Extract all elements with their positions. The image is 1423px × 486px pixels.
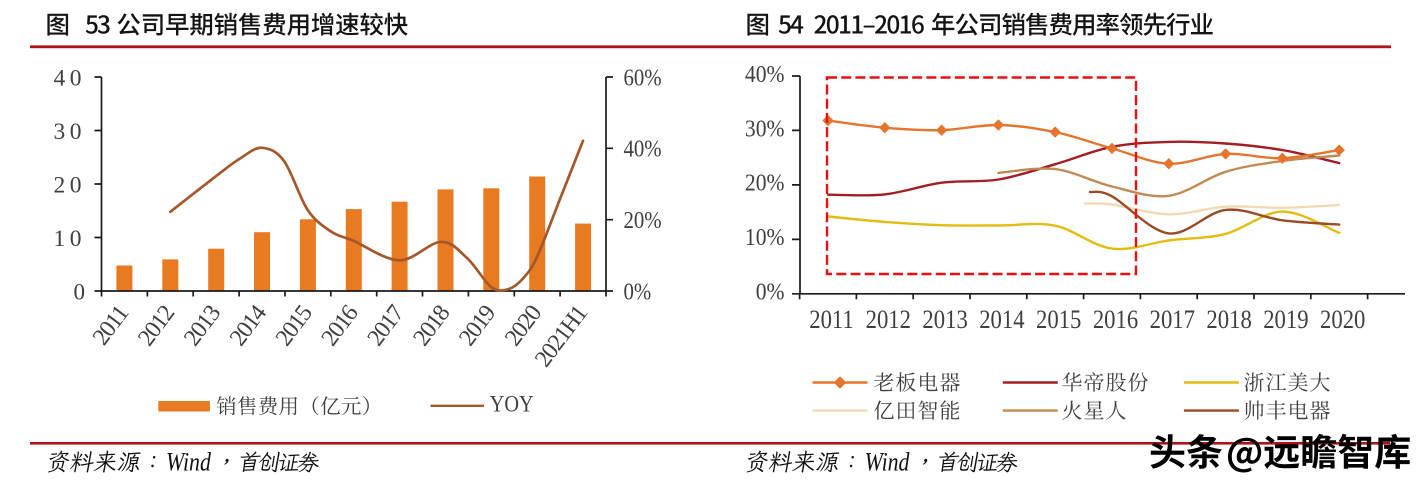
- svg-text:0%: 0%: [756, 279, 785, 305]
- svg-text:40%: 40%: [745, 61, 785, 87]
- svg-text:Wind: Wind: [166, 449, 212, 477]
- svg-text:2012: 2012: [133, 301, 180, 351]
- svg-text:2019: 2019: [1263, 306, 1308, 335]
- svg-text:30%: 30%: [745, 115, 785, 141]
- svg-text:10: 10: [54, 226, 87, 252]
- svg-text:40%: 40%: [624, 135, 662, 162]
- svg-text:2016: 2016: [1093, 306, 1138, 335]
- svg-text:2018: 2018: [1206, 306, 1251, 335]
- svg-text:2021H1: 2021H1: [530, 301, 592, 372]
- svg-text:2020: 2020: [1320, 306, 1365, 335]
- svg-text:2013: 2013: [179, 300, 226, 351]
- svg-text:60%: 60%: [624, 64, 662, 91]
- svg-text:20%: 20%: [745, 170, 785, 196]
- svg-text:30: 30: [54, 119, 87, 145]
- svg-text:YOY: YOY: [490, 391, 534, 416]
- svg-text:0%: 0%: [624, 278, 652, 305]
- svg-text:20%: 20%: [624, 206, 662, 233]
- svg-text:Wind: Wind: [865, 449, 911, 477]
- svg-text:2014: 2014: [979, 306, 1024, 335]
- svg-text:10%: 10%: [745, 224, 785, 250]
- svg-text:2017: 2017: [363, 300, 410, 351]
- svg-text:20: 20: [54, 173, 87, 199]
- svg-text:2011: 2011: [88, 301, 134, 350]
- svg-text:2017: 2017: [1150, 306, 1195, 335]
- svg-text:2015: 2015: [271, 300, 318, 351]
- svg-text:2012: 2012: [866, 306, 911, 335]
- svg-text:2011: 2011: [809, 306, 854, 335]
- svg-text:2019: 2019: [454, 300, 501, 351]
- svg-text:40: 40: [54, 66, 87, 92]
- svg-text:2014: 2014: [225, 300, 272, 351]
- svg-text:2013: 2013: [922, 306, 967, 335]
- svg-text:2016: 2016: [317, 300, 364, 351]
- svg-text:2015: 2015: [1036, 306, 1081, 335]
- svg-text:0: 0: [74, 280, 86, 305]
- svg-text:2018: 2018: [409, 300, 456, 351]
